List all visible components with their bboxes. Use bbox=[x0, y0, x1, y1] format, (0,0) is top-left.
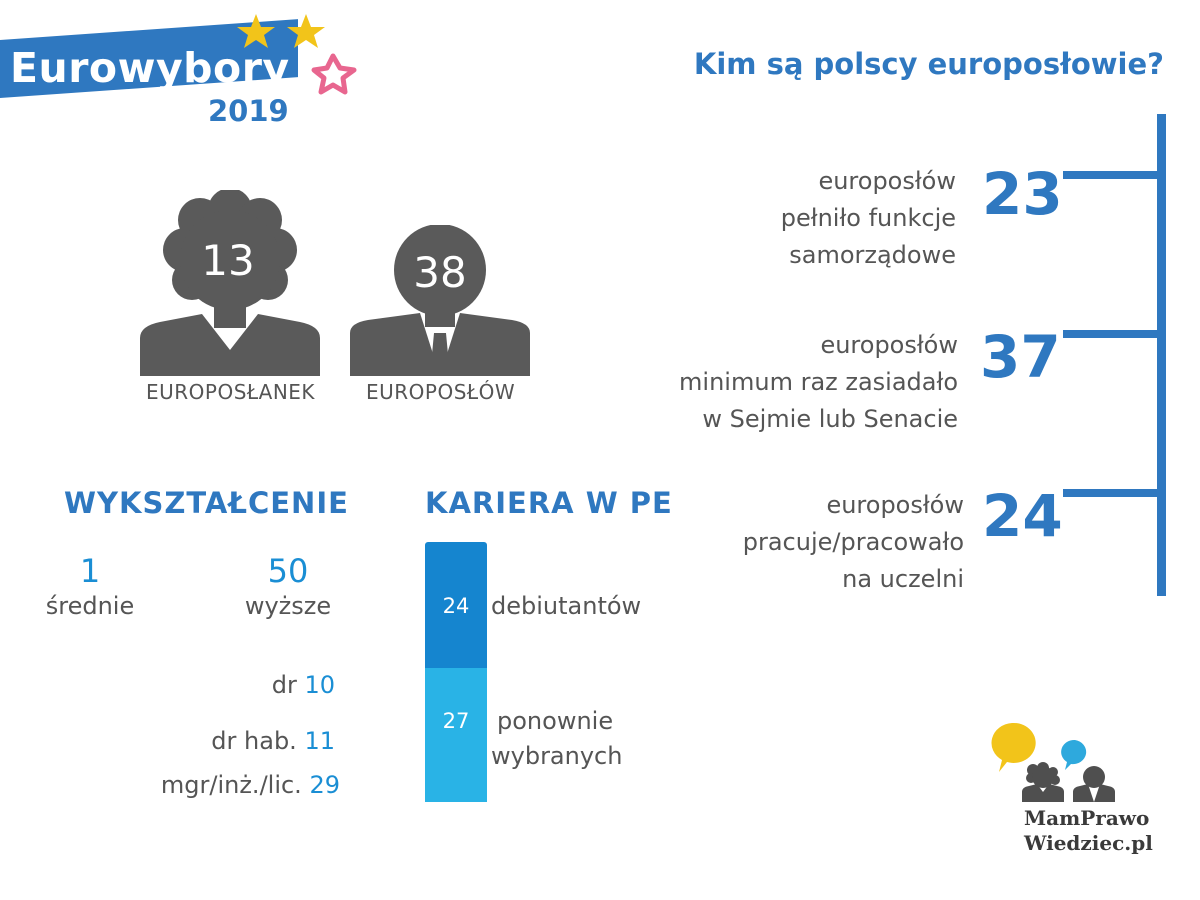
stars-icon bbox=[237, 14, 357, 95]
brand-line-2: Wiedziec.pl bbox=[1024, 831, 1153, 855]
career-heading: KARIERA W PE bbox=[425, 486, 673, 520]
fact-line: minimum raz zasiadało bbox=[679, 368, 958, 396]
fact-text-local-gov: europosłów pełniło funkcje samorządowe bbox=[616, 163, 956, 274]
mamprawowiedziec-logo-icon bbox=[991, 722, 1115, 802]
men-label: EUROPOSŁÓW bbox=[366, 380, 516, 404]
timeline-line bbox=[1157, 114, 1166, 596]
fact-line: pracuje/pracowało bbox=[742, 528, 964, 556]
fact-line: europosłów bbox=[818, 167, 956, 195]
fact-text-university: europosłów pracuje/pracowało na uczelni bbox=[624, 487, 964, 598]
fact-number-parliament: 37 bbox=[980, 323, 1061, 391]
higher-count: 50 bbox=[267, 552, 309, 590]
timeline-tick bbox=[1063, 489, 1163, 497]
reelected-bar bbox=[425, 668, 487, 802]
fact-line: na uczelni bbox=[842, 565, 964, 593]
debut-count: 24 bbox=[442, 594, 470, 618]
fact-line: europosłów bbox=[820, 331, 958, 359]
secondary-label: średnie bbox=[45, 592, 135, 620]
education-heading: WYKSZTAŁCENIE bbox=[64, 486, 349, 520]
men-count: 38 bbox=[413, 248, 467, 297]
star-pink bbox=[311, 53, 357, 95]
higher-label: wyższe bbox=[244, 592, 332, 620]
fact-number-university: 24 bbox=[982, 482, 1063, 550]
degree-row-dr-hab: dr hab. 11 bbox=[95, 727, 335, 755]
woman-silhouette-icon bbox=[140, 190, 320, 376]
logo-title: Eurowybory bbox=[10, 44, 290, 92]
speech-bubble-blue bbox=[1061, 739, 1087, 770]
logo-year: 2019 bbox=[208, 94, 289, 128]
man-silhouette-icon bbox=[350, 225, 530, 376]
secondary-count: 1 bbox=[79, 552, 101, 590]
brand-name: MamPrawo Wiedziec.pl bbox=[1024, 806, 1153, 856]
degree-row-mgr: mgr/inż./lic. 29 bbox=[100, 771, 340, 799]
degree-count: 10 bbox=[304, 671, 335, 699]
page-title: Kim są polscy europosłowie? bbox=[693, 47, 1164, 81]
degree-label: mgr/inż./lic. bbox=[160, 771, 302, 799]
degree-row-dr: dr 10 bbox=[95, 671, 335, 699]
degree-count: 29 bbox=[309, 771, 340, 799]
reelected-label-line2: wybranych bbox=[491, 742, 623, 770]
fact-line: w Sejmie lub Senacie bbox=[702, 405, 958, 433]
fact-line: samorządowe bbox=[789, 241, 956, 269]
timeline-tick bbox=[1063, 171, 1163, 179]
fact-line: europosłów bbox=[826, 491, 964, 519]
degree-label: dr hab. bbox=[211, 727, 297, 755]
degree-count: 11 bbox=[304, 727, 335, 755]
debut-bar bbox=[425, 542, 487, 668]
star-yellow-1 bbox=[237, 14, 275, 48]
reelected-count: 27 bbox=[442, 709, 470, 733]
reelected-label-line1: ponownie bbox=[497, 707, 614, 735]
fact-number-local-gov: 23 bbox=[982, 160, 1063, 228]
star-yellow-2 bbox=[287, 14, 325, 48]
speech-bubble-yellow bbox=[991, 722, 1036, 772]
debut-label: debiutantów bbox=[491, 592, 642, 620]
fact-text-parliament: europosłów minimum raz zasiadało w Sejmi… bbox=[618, 327, 958, 438]
fact-line: pełniło funkcje bbox=[780, 204, 956, 232]
degree-label: dr bbox=[271, 671, 297, 699]
brand-line-1: MamPrawo bbox=[1024, 806, 1150, 830]
women-label: EUROPOSŁANEK bbox=[146, 380, 316, 404]
women-count: 13 bbox=[201, 236, 255, 285]
timeline-tick bbox=[1063, 330, 1163, 338]
